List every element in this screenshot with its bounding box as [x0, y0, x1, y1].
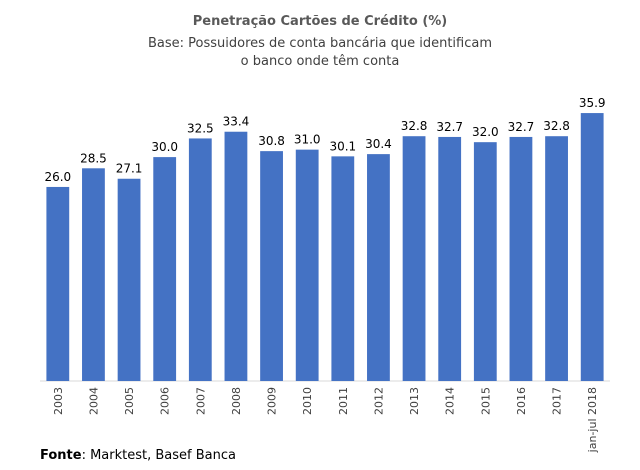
- data-label: 32.7: [436, 120, 463, 134]
- bar-2014: [438, 136, 462, 381]
- bar-2004: [82, 168, 105, 381]
- bar-2015: [473, 142, 497, 381]
- data-label: 26.0: [44, 170, 71, 184]
- chart-subtitle-line-1: Base: Possuidores de conta bancária que …: [147, 36, 492, 51]
- bar-2007: [188, 138, 212, 381]
- x-tick-label: 2006: [159, 387, 172, 415]
- data-label: 35.9: [579, 96, 606, 110]
- bar-2005: [117, 178, 141, 381]
- bar-2008: [224, 131, 248, 381]
- x-tick-label: 2017: [551, 387, 564, 415]
- bar-2011: [331, 156, 355, 381]
- bar-2010: [295, 149, 319, 381]
- x-tick-label: 2008: [230, 387, 243, 415]
- bar-2012: [367, 154, 390, 381]
- source-note: Fonte: Marktest, Basef Banca: [40, 448, 236, 463]
- data-label: 30.0: [151, 140, 178, 154]
- data-label: 32.8: [543, 119, 570, 133]
- x-tick-label: 2016: [515, 387, 528, 415]
- x-tick-label: 2012: [372, 387, 385, 415]
- x-tick-label: 2015: [479, 387, 492, 415]
- data-label: 32.0: [472, 125, 499, 139]
- data-label: 32.8: [401, 119, 428, 133]
- x-tick-label: 2007: [194, 387, 207, 415]
- data-label: 32.7: [508, 120, 535, 134]
- data-label: 31.0: [294, 133, 321, 147]
- bar-2003: [46, 186, 70, 381]
- x-tick-label: 2003: [52, 387, 65, 415]
- x-tick-label: 2005: [123, 387, 136, 415]
- x-tick-label: 2014: [444, 387, 457, 415]
- bar-2009: [260, 151, 283, 381]
- x-tick-label: 2013: [408, 387, 421, 415]
- data-label: 32.5: [187, 121, 214, 135]
- data-label: 28.5: [80, 151, 107, 165]
- bar-2017: [545, 136, 568, 381]
- data-label: 33.4: [223, 115, 250, 129]
- data-label: 27.1: [116, 162, 143, 176]
- data-label: 30.8: [258, 134, 285, 148]
- bar-2016: [509, 136, 533, 381]
- chart-subtitle-line-2: o banco onde têm conta: [240, 54, 400, 69]
- source-text: : Marktest, Basef Banca: [81, 448, 236, 463]
- x-tick-label: 2010: [301, 387, 314, 415]
- bar-2006: [153, 157, 177, 381]
- source-label: Fonte: [40, 448, 82, 463]
- bar-2013: [402, 136, 426, 381]
- x-tick-label: 2004: [87, 387, 100, 415]
- bar-jan-jul-2018: [580, 113, 604, 381]
- chart-title: Penetração Cartões de Crédito (%): [192, 14, 448, 29]
- data-label: 30.4: [365, 137, 392, 151]
- x-tick-label: jan-jul 2018: [586, 387, 599, 453]
- x-tick-label: 2011: [337, 387, 350, 415]
- x-tick-label: 2009: [266, 387, 279, 415]
- data-label: 30.1: [329, 139, 356, 153]
